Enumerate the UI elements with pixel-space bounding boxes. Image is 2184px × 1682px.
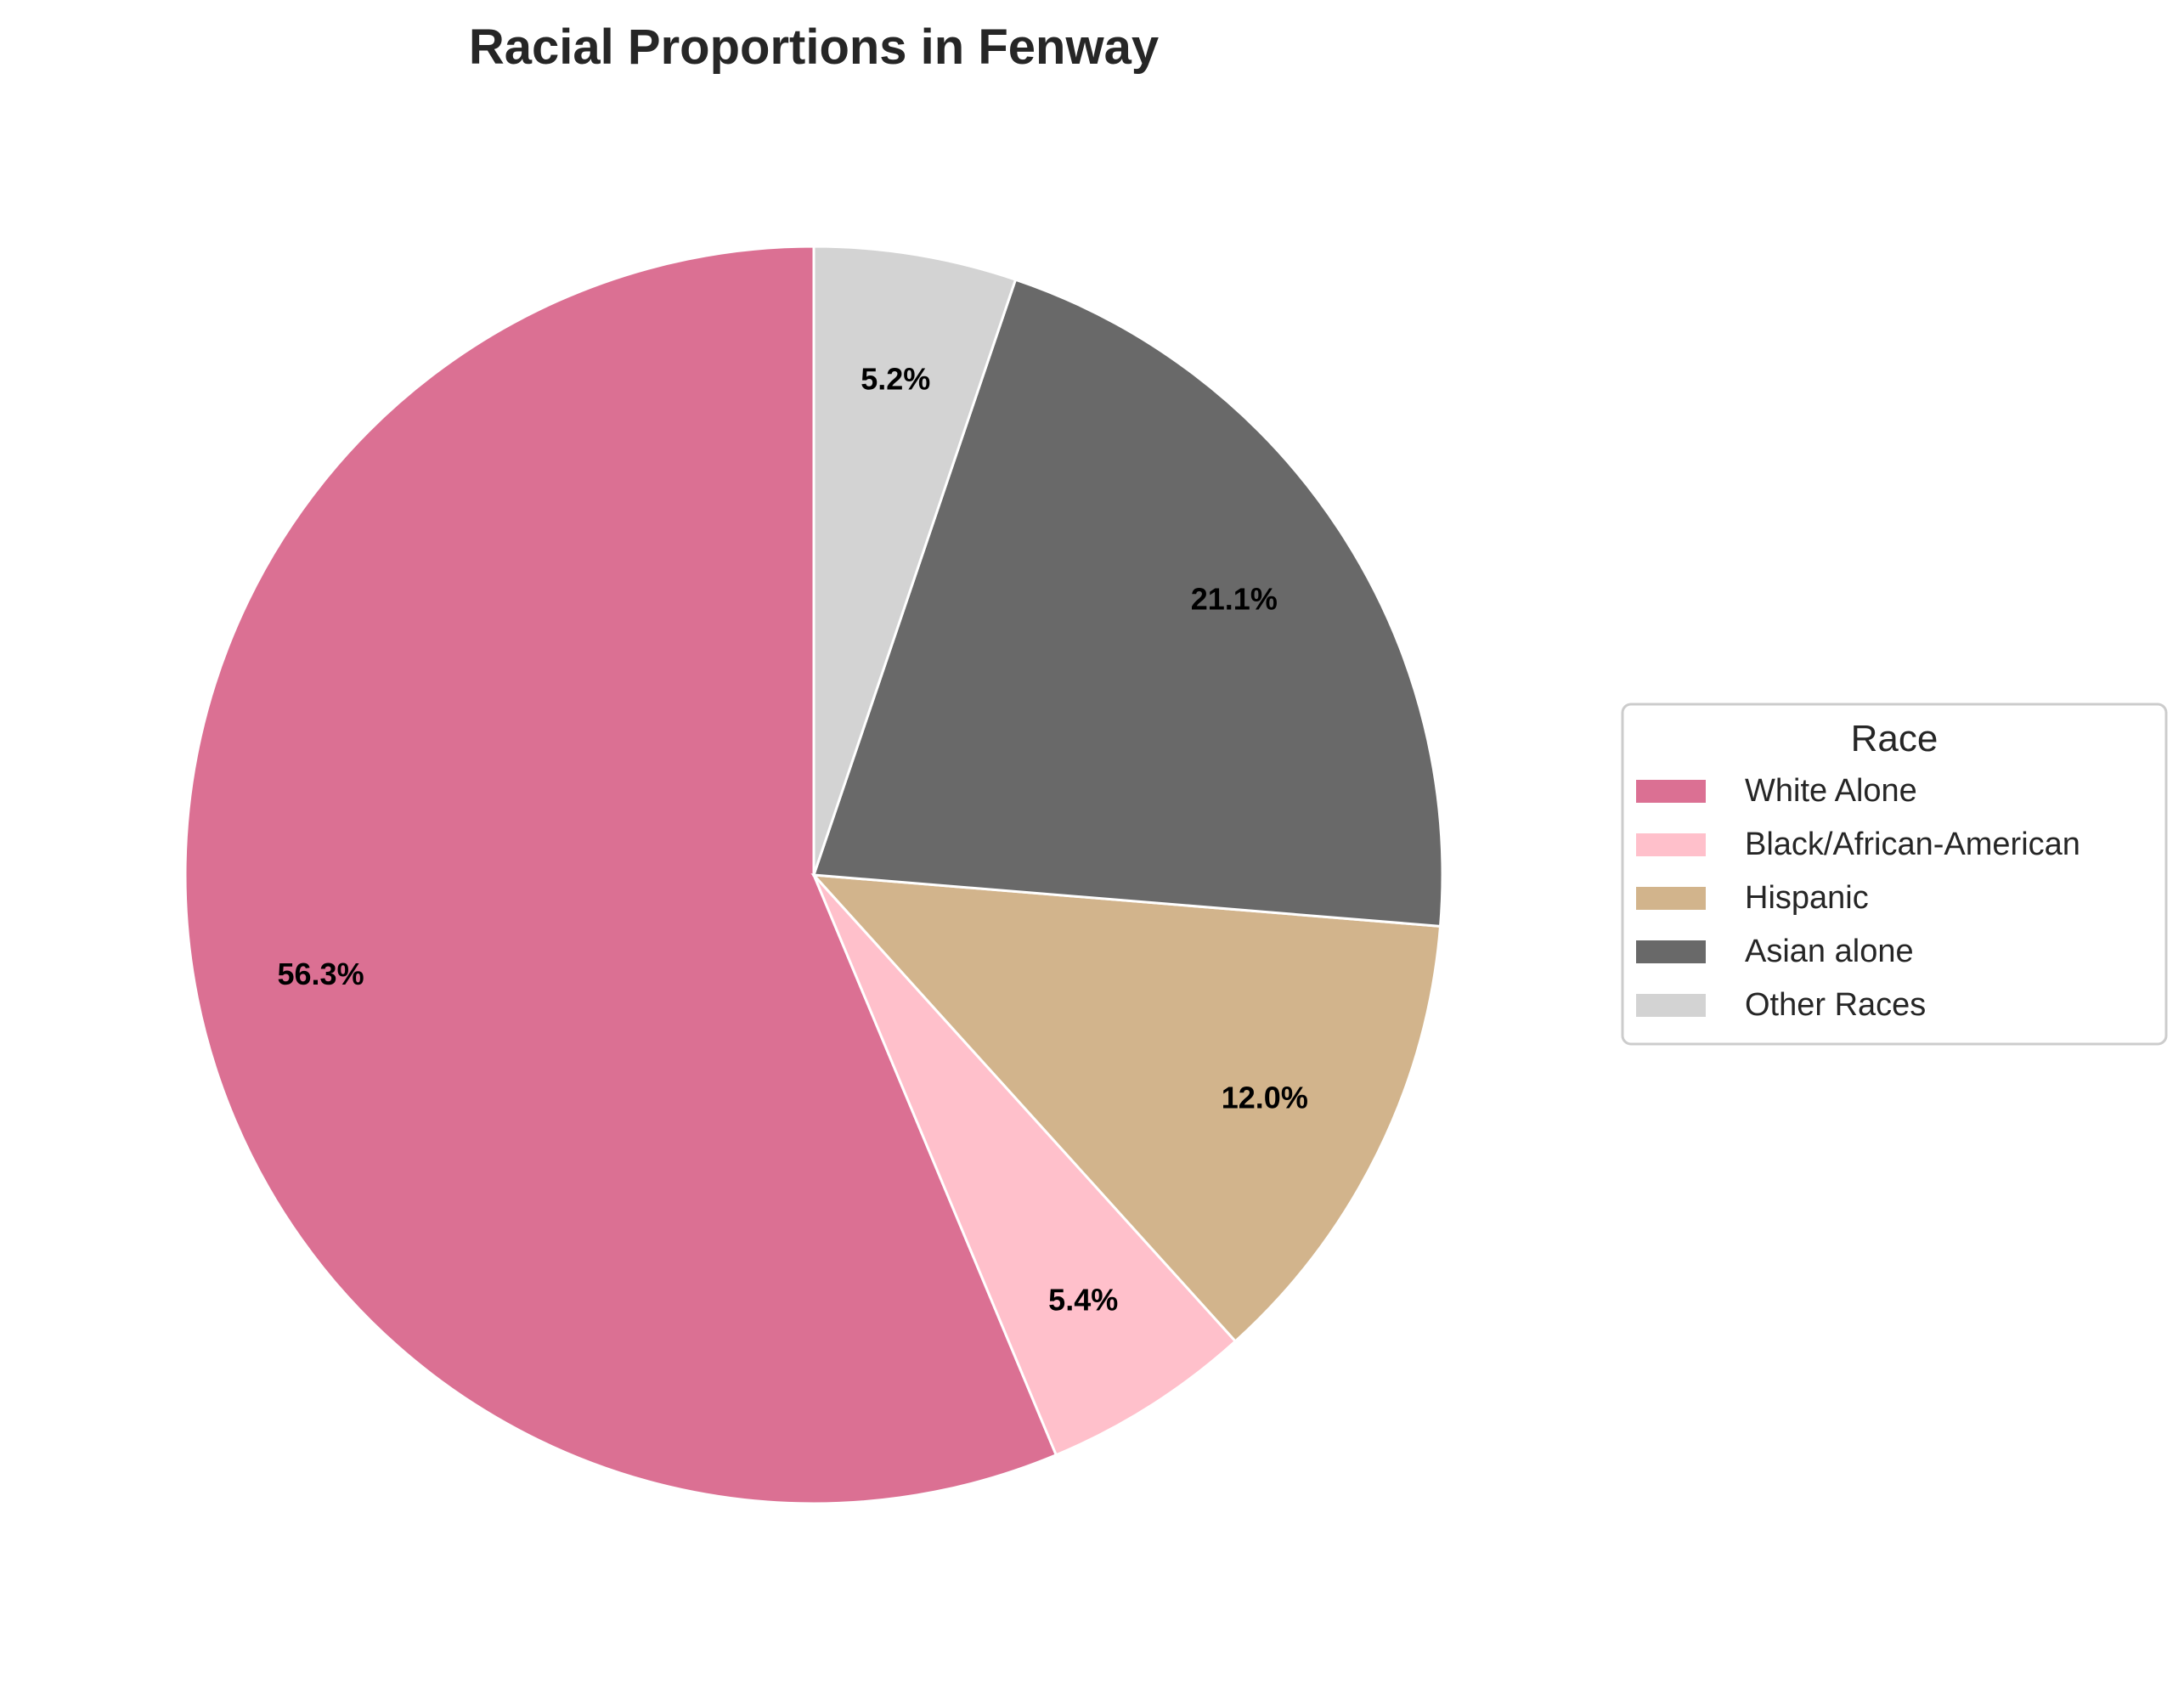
pie-percent-labels: 56.3% 5.4% 12.0% 21.1% 5.2% — [278, 361, 1308, 1317]
legend-swatch — [1636, 940, 1706, 963]
pie-percent-label: 56.3% — [278, 957, 364, 991]
pie-slice-hispanic — [810, 873, 1442, 1344]
pie-slice-white-alone — [183, 245, 1058, 1505]
legend-label: Black/African-American — [1745, 827, 2080, 862]
pie-slice-asian-alone — [811, 278, 1444, 928]
pie-percent-label: 5.2% — [861, 361, 930, 396]
pie-slice-black-african-american — [812, 873, 1238, 1457]
legend-frame — [1621, 703, 2168, 1046]
pie-percent-label: 12.0% — [1222, 1081, 1308, 1115]
legend-items: White Alone Black/African-American Hispani… — [1636, 773, 2080, 1023]
legend-swatch — [1636, 833, 1706, 856]
legend-label: Hispanic — [1745, 880, 1869, 916]
pie-percent-label: 5.4% — [1048, 1282, 1118, 1317]
legend-swatch — [1636, 780, 1706, 803]
pie-percent-label: 21.1% — [1191, 581, 1278, 616]
pie-slice-other-races — [812, 245, 1018, 876]
legend-label: White Alone — [1745, 773, 1917, 809]
legend-label: Other Races — [1745, 987, 1926, 1023]
legend: Race White Alone Black/African-American Hi… — [1621, 703, 2168, 1046]
legend-swatch — [1636, 887, 1706, 910]
legend-label: Asian alone — [1745, 934, 1914, 969]
legend-swatch — [1636, 994, 1706, 1017]
pie-slices — [183, 245, 1444, 1505]
legend-title: Race — [1851, 718, 1939, 759]
chart-title: Racial Proportions in Fenway — [469, 20, 1159, 75]
